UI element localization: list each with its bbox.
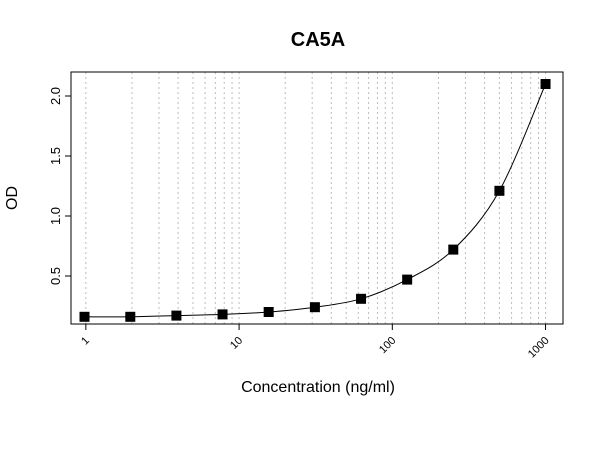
data-point (79, 311, 90, 322)
vertical-gridlines (85, 72, 547, 324)
data-points (79, 79, 551, 322)
x-tick-label: 10 (228, 335, 245, 352)
data-point (217, 309, 228, 320)
data-point (448, 244, 459, 255)
y-axis: 0.5 1.0 1.5 2.0 (48, 87, 71, 285)
x-tick-label: 100 (377, 335, 398, 356)
x-axis: 1 10 100 1000 (79, 324, 552, 360)
x-axis-label: Concentration (ng/ml) (241, 379, 395, 396)
chart-title: CA5A (291, 29, 345, 51)
x-tick-label: 1000 (526, 335, 552, 361)
data-point (494, 185, 505, 196)
data-point (263, 307, 274, 317)
data-point (402, 274, 413, 285)
data-point (309, 302, 320, 313)
data-point (356, 293, 367, 304)
data-point (540, 79, 551, 89)
y-axis-label: OD (4, 186, 21, 210)
y-tick-label: 1.0 (48, 207, 63, 225)
fit-curve (84, 83, 546, 318)
plot-area-border (70, 71, 564, 325)
data-point (171, 310, 182, 321)
x-tick-label: 1 (79, 335, 92, 348)
y-tick-label: 2.0 (48, 87, 63, 105)
y-tick-label: 1.5 (48, 147, 63, 165)
y-tick-label: 0.5 (48, 267, 63, 285)
data-point (125, 311, 136, 322)
